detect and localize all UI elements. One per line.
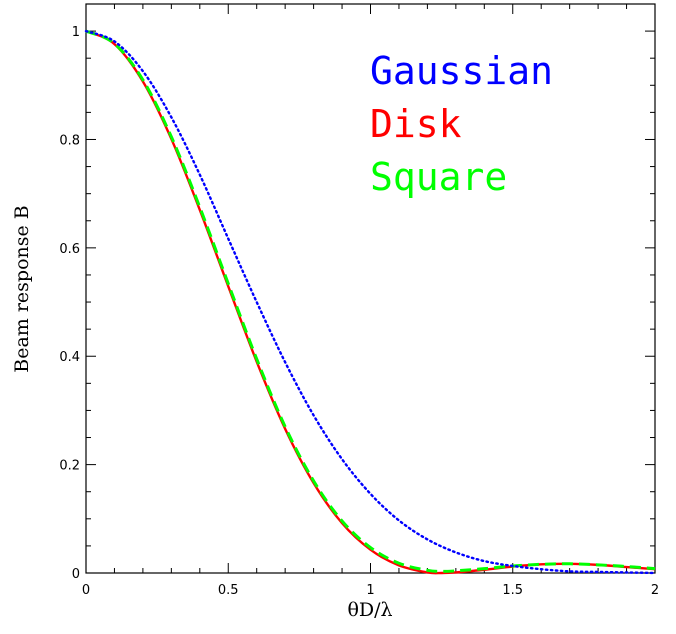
y-axis-title: Beam response B — [11, 205, 33, 373]
y-tick-label: 0.6 — [59, 242, 80, 257]
x-tick-label: 0 — [82, 583, 90, 598]
x-tick-label: 1.5 — [502, 583, 523, 598]
legend-square: Square — [370, 155, 507, 199]
y-tick-label: 0.8 — [59, 133, 80, 148]
legend: Gaussian Disk Square — [370, 49, 553, 199]
legend-disk: Disk — [370, 102, 462, 146]
y-tick-label: 0.2 — [59, 459, 80, 474]
legend-gaussian: Gaussian — [370, 49, 553, 93]
x-axis-title: θD/λ — [347, 599, 392, 621]
square-curve — [85, 29, 656, 573]
x-tick-label: 2 — [651, 583, 659, 598]
data-series — [84, 29, 657, 575]
x-tick-label: 0.5 — [218, 583, 239, 598]
y-tick-label: 0.4 — [59, 350, 80, 365]
y-tick-label: 1 — [72, 25, 80, 40]
x-tick-label: 1 — [366, 583, 374, 598]
y-tick-label: 0 — [72, 567, 80, 582]
tick-labels: 0 0.5 1 1.5 2 0 0.2 0.4 0.6 0.8 1 — [59, 25, 659, 598]
gaussian-curve — [84, 29, 657, 575]
